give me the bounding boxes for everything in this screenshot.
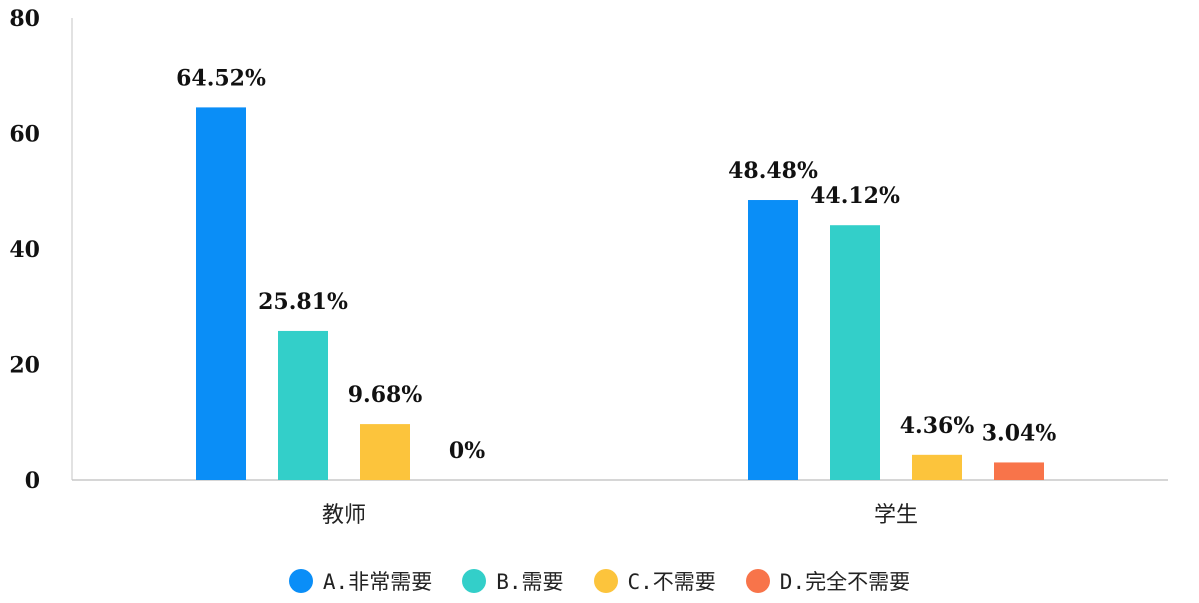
y-tick-label: 0	[25, 468, 40, 494]
bar	[994, 462, 1044, 480]
legend-marker-a	[288, 569, 313, 593]
legend-item-d: D.完全不需要	[745, 566, 911, 596]
y-tick-label: 40	[9, 237, 40, 263]
legend-item-a: A.非常需要	[288, 566, 433, 596]
legend-marker-b	[462, 569, 487, 593]
y-tick-label: 80	[9, 6, 40, 32]
data-label: 25.81%	[258, 289, 348, 315]
bar	[278, 330, 328, 480]
legend-label-c: C.不需要	[627, 570, 716, 594]
legend-item-c: C.不需要	[593, 566, 716, 596]
data-label: 48.48%	[728, 158, 818, 184]
legend-item-b: B.需要	[462, 566, 564, 596]
bar	[360, 424, 410, 480]
legend-marker-d	[745, 569, 770, 593]
legend: A.非常需要 B.需要 C.不需要 D.完全不需要	[0, 566, 1199, 596]
legend-label-a: A.非常需要	[322, 570, 433, 594]
x-category-label: 教师	[322, 503, 366, 528]
bar	[912, 454, 962, 480]
data-label: 4.36%	[900, 413, 975, 439]
x-category-label: 学生	[874, 503, 918, 528]
bar	[748, 200, 798, 480]
data-label: 44.12%	[810, 183, 900, 209]
legend-label-d: D.完全不需要	[779, 570, 911, 594]
data-label: 0%	[449, 438, 485, 464]
legend-marker-c	[593, 569, 618, 593]
data-label: 9.68%	[348, 382, 423, 408]
data-label: 64.52%	[176, 65, 266, 91]
bar-chart: 0 20 40 60 80 64.52% 25.81% 9.68% 0% 教师 48.48%44.1…	[9, 6, 1168, 528]
data-label: 3.04%	[982, 420, 1057, 446]
y-tick-label: 20	[9, 353, 40, 379]
y-tick-label: 60	[9, 122, 40, 148]
legend-label-b: B.需要	[496, 570, 564, 594]
bar	[830, 225, 880, 480]
bar	[196, 107, 246, 480]
